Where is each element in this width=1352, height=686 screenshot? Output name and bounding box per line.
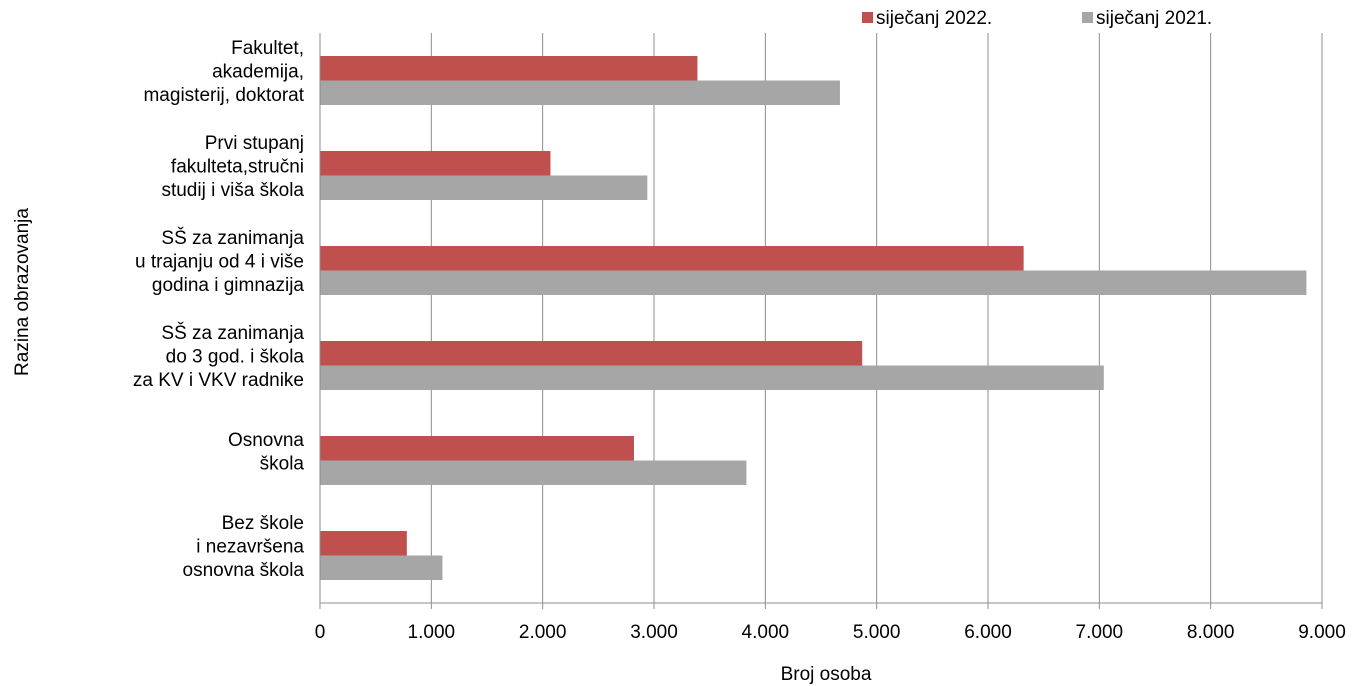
- category-label: škola: [260, 453, 305, 474]
- x-tick-label: 6.000: [964, 622, 1012, 643]
- category-label: do 3 god. i škola: [166, 347, 305, 368]
- category-label: Bez škole: [222, 513, 304, 534]
- category-label: osnovna škola: [183, 560, 305, 581]
- x-tick-label: 2.000: [519, 622, 567, 643]
- grid-lines: [430, 33, 1323, 603]
- category-label: SŠ za zanimanja: [161, 322, 304, 344]
- bar-sijecanj-2022: [320, 341, 863, 366]
- category-label: SŠ za zanimanja: [161, 227, 304, 249]
- bar-sijecanj-2022: [320, 531, 407, 556]
- x-tick-label: 9.000: [1298, 622, 1346, 643]
- category-label: akademija,: [212, 62, 304, 83]
- x-tick-label: 1.000: [408, 622, 456, 643]
- category-label: Prvi stupanj: [205, 133, 304, 154]
- category-label: fakulteta,stručni: [171, 157, 304, 178]
- bar-sijecanj-2021: [320, 270, 1307, 295]
- x-tick-label: 7.000: [1076, 622, 1124, 643]
- bar-sijecanj-2021: [320, 80, 840, 105]
- bar-sijecanj-2021: [320, 175, 648, 200]
- category-label: Osnovna: [228, 430, 304, 451]
- legend-label: siječanj 2021.: [1096, 8, 1212, 29]
- legend-swatch: [862, 12, 873, 23]
- bar-sijecanj-2021: [320, 460, 747, 485]
- legend-label: siječanj 2022.: [876, 8, 992, 29]
- x-tick-label: 0: [315, 622, 326, 643]
- x-tick-label: 8.000: [1187, 622, 1235, 643]
- category-label: Fakultet,: [231, 38, 304, 59]
- y-category-labels: Fakultet, akademija,magisterij, doktorat P…: [133, 38, 305, 581]
- bar-sijecanj-2021: [320, 555, 443, 580]
- x-tick-labels: 0 1.000 2.000 3.000 4.000 5.000 6.000 7.000 8.00…: [315, 622, 1346, 643]
- category-label: u trajanju od 4 i više: [135, 252, 304, 273]
- category-label: za KV i VKV radnike: [133, 370, 304, 391]
- x-tick-label: 5.000: [853, 622, 901, 643]
- bars: [320, 56, 1307, 580]
- y-axis-title: Razina obrazovanja: [12, 208, 33, 376]
- bar-sijecanj-2022: [320, 436, 634, 461]
- legend: siječanj 2022. siječanj 2021.: [862, 8, 1212, 29]
- bar-sijecanj-2022: [320, 56, 698, 81]
- bar-sijecanj-2021: [320, 365, 1104, 390]
- x-axis-title: Broj osoba: [781, 664, 872, 685]
- category-label: i nezavršena: [196, 537, 304, 558]
- axes: [319, 33, 1323, 609]
- bar-sijecanj-2022: [320, 246, 1024, 271]
- x-tick-label: 4.000: [742, 622, 790, 643]
- category-label: studij i viša škola: [161, 180, 304, 201]
- x-tick-label: 3.000: [630, 622, 678, 643]
- legend-swatch: [1082, 12, 1093, 23]
- category-label: magisterij, doktorat: [143, 85, 304, 106]
- bar-sijecanj-2022: [320, 151, 551, 176]
- category-label: godina i gimnazija: [152, 275, 305, 296]
